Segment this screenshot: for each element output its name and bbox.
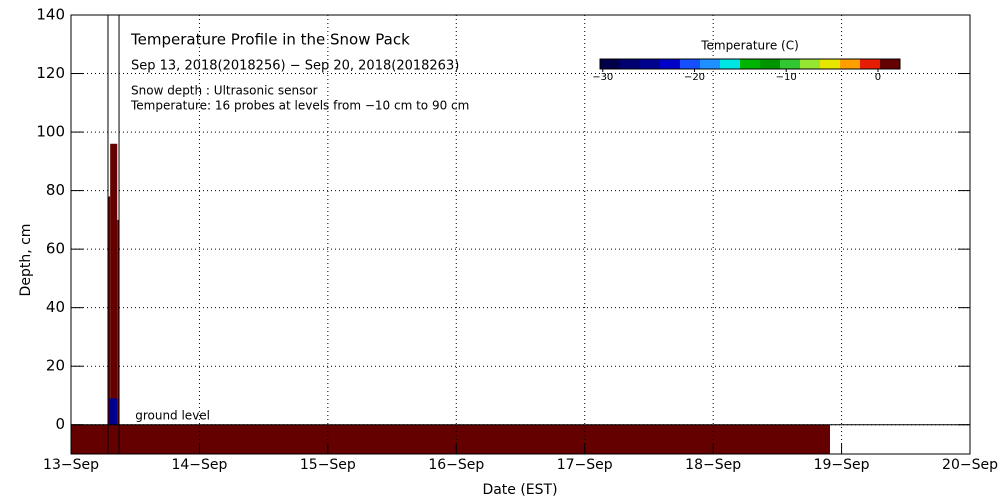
y-axis-label: Depth, cm: [18, 224, 34, 297]
colorbar-swatch: [740, 59, 761, 69]
x-tick-label: 13−Sep: [43, 457, 99, 473]
y-tick-label: 20: [46, 357, 65, 375]
plot-frame: [70, 14, 971, 455]
colorbar-frame: [599, 58, 901, 70]
colorbar-swatch: [700, 59, 721, 69]
y-tick-label: 0: [55, 415, 65, 433]
chart-subtitle: Sep 13, 2018(2018256) − Sep 20, 2018(201…: [131, 59, 459, 74]
x-tick-label: 16−Sep: [428, 457, 484, 473]
colorbar-swatch: [720, 59, 741, 69]
x-tick-label: 14−Sep: [171, 457, 227, 473]
colorbar-swatch: [820, 59, 841, 69]
colorbar-swatch: [780, 59, 801, 69]
annotation: ground level: [135, 408, 210, 422]
temperature-cell: [108, 398, 118, 425]
colorbar-tick-label: −20: [684, 72, 705, 83]
colorbar-tick-label: 0: [875, 72, 881, 83]
y-tick-label: 100: [36, 123, 65, 141]
chart-title: Temperature Profile in the Snow Pack: [130, 31, 410, 49]
y-tick-label: 40: [46, 298, 65, 316]
colorbar-swatch: [800, 59, 821, 69]
colorbar-tick-label: −10: [776, 72, 797, 83]
y-tick-label: 140: [36, 6, 65, 24]
temperature-cell: [117, 219, 120, 425]
y-tick-label: 80: [46, 181, 65, 199]
x-tick-label: 20−Sep: [942, 457, 998, 473]
x-tick-label: 15−Sep: [300, 457, 356, 473]
temperature-cell: [107, 196, 111, 425]
x-tick-label: 18−Sep: [685, 457, 741, 473]
colorbar-tick-label: −30: [592, 72, 613, 83]
colorbar-swatch: [860, 59, 881, 69]
temperature-cell: [110, 143, 118, 425]
colorbar-swatch: [680, 59, 701, 69]
colorbar-swatch: [880, 59, 901, 69]
x-tick-label: 17−Sep: [557, 457, 613, 473]
colorbar-swatch: [620, 59, 641, 69]
x-axis-label: Date (EST): [482, 482, 557, 498]
note: Snow depth : Ultrasonic sensor: [131, 84, 318, 98]
colorbar-swatch: [640, 59, 661, 69]
colorbar-swatch: [840, 59, 861, 69]
y-tick-label: 60: [46, 240, 65, 258]
colorbar-swatch: [760, 59, 781, 69]
note: Temperature: 16 probes at levels from −1…: [130, 99, 469, 113]
colorbar-swatch: [660, 59, 681, 69]
temperature-cell: [71, 424, 831, 454]
colorbar-label: Temperature (C): [700, 39, 799, 53]
colorbar-swatch: [600, 59, 621, 69]
y-tick-label: 120: [36, 64, 65, 82]
x-tick-label: 19−Sep: [814, 457, 870, 473]
